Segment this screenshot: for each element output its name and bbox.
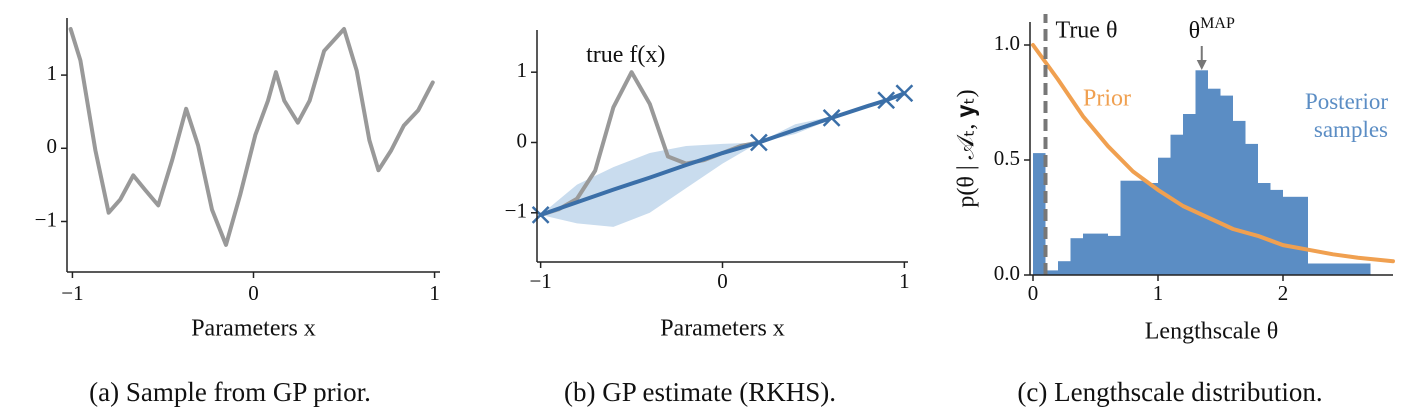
observation-marker <box>531 206 550 224</box>
y-tick-label: 1 <box>47 61 58 85</box>
histogram-bar <box>1345 263 1358 275</box>
y-tick-label: 0.0 <box>994 261 1020 285</box>
histogram-bar <box>1183 114 1196 275</box>
histogram-label: Posterior samples <box>1304 89 1388 142</box>
series-label: Prior <box>1083 86 1131 112</box>
observation-marker <box>895 84 914 103</box>
x-tick-label: −1 <box>529 269 551 293</box>
histogram-bar <box>1220 95 1233 275</box>
series-label: true f(x) <box>586 42 665 68</box>
histogram-bar <box>1095 233 1108 275</box>
y-tick-label: 1 <box>517 58 528 82</box>
histogram-bar <box>1283 196 1296 275</box>
histogram-bar <box>1145 183 1158 275</box>
histogram-bar <box>1320 263 1333 275</box>
histogram-bar <box>1058 261 1071 275</box>
caption: (b) GP estimate (RKHS). <box>564 377 836 407</box>
x-tick-label: 1 <box>899 269 910 293</box>
observation-marker <box>822 108 841 127</box>
x-axis-label: Lengthscale θ <box>1145 319 1278 345</box>
histogram-bar <box>1133 180 1146 275</box>
histogram-bar <box>1258 183 1271 275</box>
histogram-bar <box>1308 263 1321 275</box>
histogram-bar <box>1045 270 1058 275</box>
histogram-bar <box>1170 134 1183 275</box>
x-tick-label: 0 <box>248 281 259 305</box>
reference-label: True θ <box>1056 18 1118 44</box>
caption: (c) Lengthscale distribution. <box>1017 377 1322 407</box>
caption: (a) Sample from GP prior. <box>89 377 371 407</box>
line <box>68 26 435 247</box>
line <box>1031 43 1395 264</box>
histogram-bar <box>1083 233 1096 275</box>
histogram-bar <box>1233 120 1246 276</box>
map-label: θMAP <box>1189 15 1235 44</box>
confidence-band <box>540 93 905 227</box>
histogram-bar <box>1195 70 1208 275</box>
map-arrowhead <box>1196 60 1207 70</box>
y-tick-label: 1.0 <box>994 31 1020 55</box>
histogram-bar <box>1245 143 1258 275</box>
histogram-bar <box>1333 263 1346 275</box>
observation-marker <box>877 91 896 110</box>
map-symbol: θ <box>1189 18 1201 44</box>
histogram-bar <box>1108 235 1121 275</box>
y-axis-label: p(θ | 𝒜ₜ, 𝐲ₜ) <box>954 89 980 207</box>
x-tick-label: −1 <box>61 281 83 305</box>
x-tick-label: 2 <box>1278 281 1289 305</box>
histogram-bar <box>1208 88 1221 275</box>
line <box>538 91 907 217</box>
histogram-bar <box>1070 238 1083 275</box>
x-tick-label: 0 <box>1028 281 1039 305</box>
map-superscript: MAP <box>1200 15 1235 32</box>
histogram-bar <box>1120 180 1133 275</box>
x-tick-label: 0 <box>717 269 728 293</box>
y-tick-label: 0 <box>47 134 58 158</box>
x-tick-label: 1 <box>1153 281 1164 305</box>
y-tick-label: −1 <box>505 199 527 223</box>
histogram-bar <box>1158 157 1171 275</box>
histogram-bar <box>1270 189 1283 275</box>
y-tick-label: 0 <box>517 128 528 152</box>
x-tick-label: 1 <box>429 281 440 305</box>
x-axis-label: Parameters x <box>191 316 316 342</box>
y-tick-label: −1 <box>35 207 57 231</box>
histogram-bar <box>1358 263 1371 275</box>
y-tick-label: 0.5 <box>994 146 1020 170</box>
observation-marker <box>749 133 768 152</box>
histogram-bar <box>1033 153 1046 275</box>
histogram-bar <box>1295 196 1308 275</box>
x-axis-label: Parameters x <box>660 316 785 342</box>
